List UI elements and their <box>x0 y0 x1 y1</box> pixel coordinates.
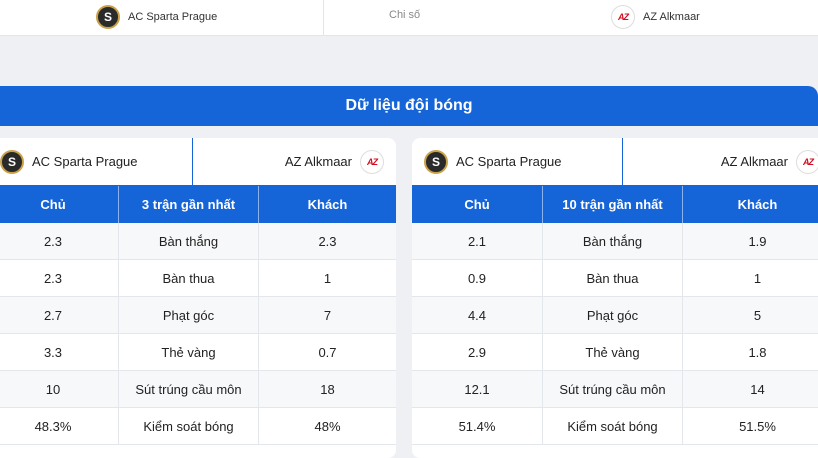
stat-label: Sút trúng cầu môn <box>542 371 682 407</box>
away-value: 1 <box>258 260 396 296</box>
column-header-away: Khách <box>682 186 818 223</box>
header-home-team[interactable]: S AC Sparta Prague <box>96 5 217 29</box>
away-value: 5 <box>682 297 818 333</box>
stat-label: Phạt góc <box>542 297 682 333</box>
stat-label: Bàn thua <box>118 260 258 296</box>
table-header: Chủ 10 trận gần nhất Khách <box>412 186 818 223</box>
stat-label: Bàn thua <box>542 260 682 296</box>
sparta-logo-icon: S <box>96 5 120 29</box>
home-value: 0.9 <box>412 260 542 296</box>
header-home-team-name: AC Sparta Prague <box>128 11 217 23</box>
stat-label: Thẻ vàng <box>118 334 258 370</box>
stat-label: Thẻ vàng <box>542 334 682 370</box>
away-value: 1.9 <box>682 223 818 259</box>
column-header-away: Khách <box>258 186 396 223</box>
away-team-name: AZ Alkmaar <box>721 154 788 169</box>
sparta-logo-icon: S <box>424 150 448 174</box>
header-away-team-name: AZ Alkmaar <box>643 11 700 23</box>
away-team-name: AZ Alkmaar <box>285 154 352 169</box>
teams-row: S AC Sparta Prague AZ Alkmaar AZ <box>0 138 396 186</box>
home-value: 4.4 <box>412 297 542 333</box>
sparta-logo-icon: S <box>0 150 24 174</box>
away-value: 1 <box>682 260 818 296</box>
home-team-name: AC Sparta Prague <box>456 154 562 169</box>
home-value: 3.3 <box>0 334 118 370</box>
home-team-cell[interactable]: S AC Sparta Prague <box>0 138 193 185</box>
home-value: 2.1 <box>412 223 542 259</box>
home-value: 51.4% <box>412 408 542 444</box>
az-logo-icon: AZ <box>360 150 384 174</box>
teams-row: S AC Sparta Prague AZ Alkmaar AZ <box>412 138 818 186</box>
away-team-cell[interactable]: AZ Alkmaar AZ <box>193 138 397 185</box>
header-divider <box>323 0 324 36</box>
match-header: S AC Sparta Prague Chi số AZ AZ Alkmaar <box>0 0 818 36</box>
home-value: 2.3 <box>0 260 118 296</box>
column-header-period: 10 trận gần nhất <box>542 186 682 223</box>
section-title: Dữ liệu đội bóng <box>0 86 818 126</box>
away-value: 0.7 <box>258 334 396 370</box>
away-value: 1.8 <box>682 334 818 370</box>
table-header: Chủ 3 trận gần nhất Khách <box>0 186 396 223</box>
stat-label: Bàn thắng <box>542 223 682 259</box>
away-value: 7 <box>258 297 396 333</box>
home-value: 2.9 <box>412 334 542 370</box>
home-value: 12.1 <box>412 371 542 407</box>
az-logo-icon: AZ <box>796 150 818 174</box>
stats-panel-last-3: S AC Sparta Prague AZ Alkmaar AZ Chủ 3 t… <box>0 138 396 458</box>
column-header-period: 3 trận gần nhất <box>118 186 258 223</box>
away-value: 2.3 <box>258 223 396 259</box>
home-team-cell[interactable]: S AC Sparta Prague <box>412 138 623 185</box>
column-header-home: Chủ <box>0 186 118 223</box>
home-value: 2.7 <box>0 297 118 333</box>
stat-label: Kiểm soát bóng <box>118 408 258 444</box>
away-value: 48% <box>258 408 396 444</box>
away-team-cell[interactable]: AZ Alkmaar AZ <box>623 138 818 185</box>
away-value: 18 <box>258 371 396 407</box>
header-middle-label[interactable]: Chi số <box>389 9 420 21</box>
home-value: 2.3 <box>0 223 118 259</box>
stat-label: Phạt góc <box>118 297 258 333</box>
home-value: 10 <box>0 371 118 407</box>
away-value: 51.5% <box>682 408 818 444</box>
away-value: 14 <box>682 371 818 407</box>
stats-panel-last-10: S AC Sparta Prague AZ Alkmaar AZ Chủ 10 … <box>412 138 818 458</box>
home-value: 48.3% <box>0 408 118 444</box>
stat-label: Kiểm soát bóng <box>542 408 682 444</box>
home-team-name: AC Sparta Prague <box>32 154 138 169</box>
column-header-home: Chủ <box>412 186 542 223</box>
stat-label: Sút trúng cầu môn <box>118 371 258 407</box>
stat-label: Bàn thắng <box>118 223 258 259</box>
az-logo-icon: AZ <box>611 5 635 29</box>
header-away-team[interactable]: AZ AZ Alkmaar <box>611 5 700 29</box>
